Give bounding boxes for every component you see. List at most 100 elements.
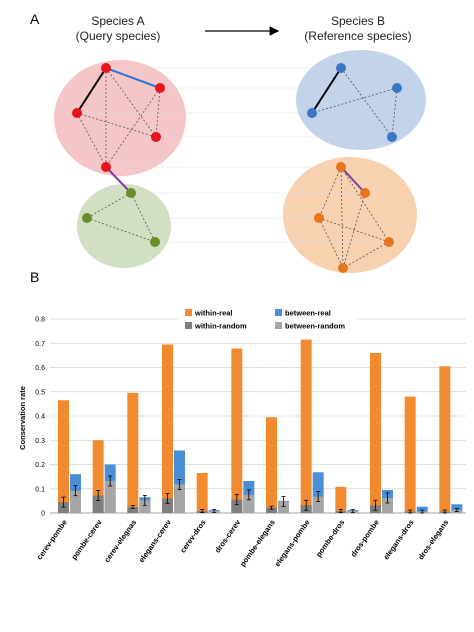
cluster-b-orange — [283, 157, 417, 273]
y-tick-label: 0.7 — [35, 341, 45, 348]
node-b1 — [336, 63, 346, 73]
red-nodes — [72, 63, 165, 172]
node-b8 — [384, 237, 394, 247]
bar-within-real — [266, 417, 277, 513]
y-tick-labels: 0 0.1 0.2 0.3 0.4 0.5 0.6 0.7 0.8 — [35, 317, 45, 518]
panel-a-label: A — [30, 11, 40, 27]
node-a5 — [101, 162, 111, 172]
bar-within-random — [231, 499, 243, 513]
x-category-label: dros-cerev — [213, 517, 243, 554]
x-category-label: elegans-pombe — [273, 518, 312, 568]
bar-within-random — [58, 502, 69, 513]
bar-between-random — [104, 480, 116, 513]
x-category-label: pombe-cerev — [69, 517, 104, 561]
node-a7 — [82, 213, 92, 223]
bar-within-real — [58, 400, 69, 513]
node-b9 — [338, 263, 348, 273]
species-b-subtitle: (Reference species) — [304, 29, 411, 43]
bar-within-random — [127, 506, 139, 513]
x-category-label: elegans-dros — [381, 518, 415, 561]
bar-within-real — [196, 472, 208, 513]
node-b4 — [387, 132, 397, 142]
bar-within-real — [127, 392, 139, 513]
cluster-a-red — [54, 60, 186, 176]
bar-within-real — [300, 339, 312, 513]
bar-within-real — [162, 344, 173, 513]
bar-between-random — [278, 501, 289, 513]
bar-between-random — [243, 494, 255, 513]
panel-b-label: B — [30, 269, 39, 285]
legend-label-between-random: between-random — [285, 322, 345, 331]
x-category-labels: cerev-pombe pombe-cerevcerev-elegnaselega… — [35, 517, 450, 568]
x-category-label: dros-elegans — [416, 518, 450, 561]
x-category-label: pombe-dros — [314, 518, 346, 559]
x-category-label: pombe-elegans — [238, 518, 277, 568]
x-category-label: cerev-elegnas — [102, 518, 138, 564]
legend-label-between-real: between-real — [285, 309, 331, 318]
orange-nodes — [314, 162, 394, 273]
node-a2 — [155, 83, 165, 93]
y-axis-label: Conservation rate — [18, 386, 27, 450]
cluster-a-green — [77, 184, 171, 268]
bar-between-random — [139, 500, 151, 513]
cluster-b-blue — [296, 50, 426, 150]
legend-swatch-between-real — [275, 309, 282, 316]
bar-within-random — [266, 507, 277, 513]
legend-label-within-random: within-random — [194, 322, 247, 331]
legend-box — [178, 307, 356, 333]
legend-swatch-between-random — [275, 322, 282, 329]
node-a3 — [72, 108, 82, 118]
y-tick-label: 0.6 — [35, 365, 45, 372]
bar-between-random — [382, 497, 393, 513]
green-cluster-edges — [86, 192, 156, 243]
y-tick-label: 0 — [41, 511, 45, 518]
chart-legend: within-real between-real within-random betw… — [178, 307, 356, 333]
node-b5 — [336, 162, 346, 172]
bar-within-real — [439, 366, 451, 513]
species-a-subtitle: (Query species) — [76, 29, 161, 43]
node-b3 — [307, 108, 317, 118]
bar-within-real — [92, 440, 104, 513]
species-b-title: Species B — [331, 14, 385, 28]
bar-within-real — [335, 486, 347, 513]
bar-within-random — [92, 495, 104, 513]
blue-cluster-edges — [311, 67, 398, 138]
y-tick-label: 0.1 — [35, 486, 45, 493]
node-b6 — [360, 188, 370, 198]
node-b7 — [314, 213, 324, 223]
orange-cluster-edges — [318, 166, 390, 269]
y-tick-label: 0.3 — [35, 438, 45, 445]
legend-label-within-real: within-real — [194, 309, 233, 318]
bar-between-random — [312, 496, 324, 513]
node-b2 — [392, 83, 402, 93]
bar-between-random — [70, 490, 81, 513]
node-a8 — [150, 237, 160, 247]
y-tick-label: 0.2 — [35, 462, 45, 469]
x-category-label: dros-pombe — [349, 518, 381, 559]
bar-within-real — [404, 396, 416, 513]
inter-cluster-edge-b — [340, 166, 366, 194]
bar-within-real — [370, 352, 381, 513]
red-cluster-edges — [76, 67, 161, 168]
alignment-guides — [77, 67, 397, 243]
y-tick-label: 0.8 — [35, 317, 45, 324]
chart-grid — [50, 318, 466, 514]
species-a-title: Species A — [91, 14, 144, 28]
y-tick-label: 0.5 — [35, 389, 45, 396]
legend-swatch-within-random — [185, 322, 192, 329]
node-a4 — [151, 132, 161, 142]
y-tick-label: 0.4 — [35, 414, 45, 421]
bar-within-real — [231, 348, 243, 513]
conservation-bar-chart: 0 0.1 0.2 0.3 0.4 0.5 0.6 0.7 0.8 cerev-pombe pom… — [18, 307, 466, 568]
inter-cluster-edge-a — [105, 166, 132, 194]
x-category-label: cerev-dros — [178, 518, 207, 555]
node-a6 — [126, 188, 136, 198]
x-category-label: elegans-cerev — [137, 517, 174, 564]
legend-swatch-within-real — [185, 309, 192, 316]
bar-between-random — [174, 484, 185, 513]
green-nodes — [82, 188, 160, 247]
blue-nodes — [307, 63, 402, 142]
node-a1 — [101, 63, 111, 73]
bar-within-random — [162, 498, 173, 513]
